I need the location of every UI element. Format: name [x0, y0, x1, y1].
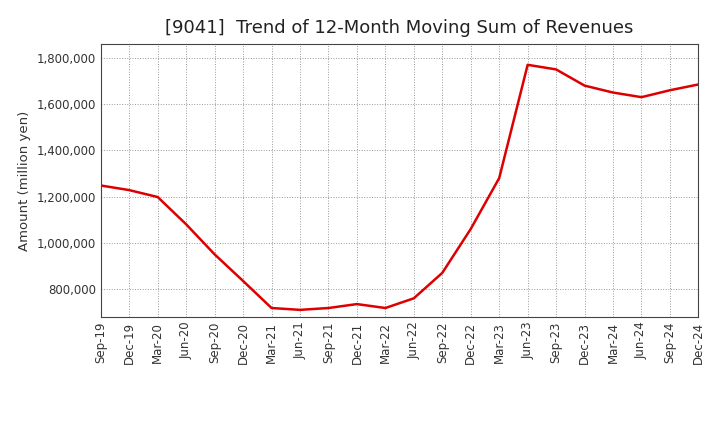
Title: [9041]  Trend of 12-Month Moving Sum of Revenues: [9041] Trend of 12-Month Moving Sum of R…: [166, 19, 634, 37]
Y-axis label: Amount (million yen): Amount (million yen): [18, 110, 31, 250]
